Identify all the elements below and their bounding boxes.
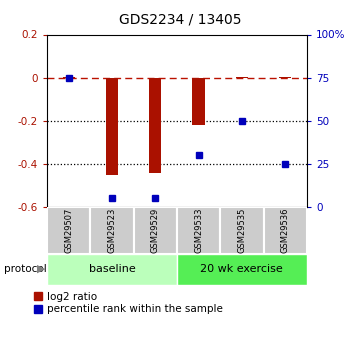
Text: GSM29523: GSM29523 (108, 208, 116, 253)
Bar (134, 207, 177, 254)
Text: baseline: baseline (88, 264, 135, 274)
Text: GSM29507: GSM29507 (64, 208, 73, 253)
Bar (47, 207, 90, 254)
Text: GSM29529: GSM29529 (151, 208, 160, 253)
Bar (192, 78, 205, 125)
Text: 20 wk exercise: 20 wk exercise (200, 264, 283, 274)
Text: ▶: ▶ (37, 264, 46, 274)
Bar (177, 254, 307, 285)
Bar (106, 78, 118, 175)
Bar (90, 207, 134, 254)
Legend: log2 ratio, percentile rank within the sample: log2 ratio, percentile rank within the s… (34, 292, 222, 314)
Bar (62, 77, 75, 78)
Text: GSM29533: GSM29533 (194, 208, 203, 253)
Text: GSM29535: GSM29535 (238, 208, 246, 253)
Bar (279, 77, 291, 78)
Bar (264, 207, 307, 254)
Bar (149, 78, 161, 172)
Bar (47, 254, 177, 285)
Bar (220, 207, 264, 254)
Text: GSM29536: GSM29536 (281, 208, 290, 253)
Text: protocol: protocol (4, 264, 46, 274)
Bar (177, 207, 220, 254)
Bar (236, 77, 248, 78)
Text: GDS2234 / 13405: GDS2234 / 13405 (119, 12, 242, 26)
